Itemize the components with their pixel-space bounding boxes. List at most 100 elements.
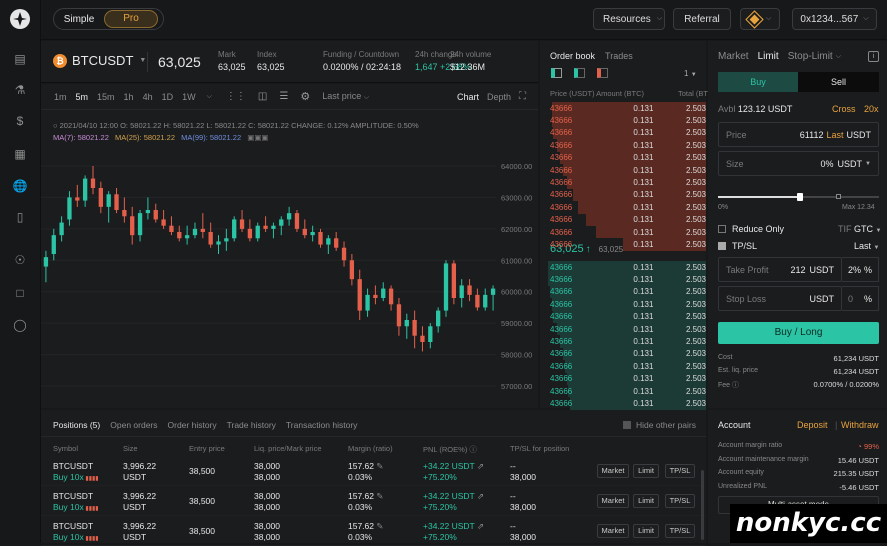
referral-button[interactable]: Referral <box>673 8 731 30</box>
positions-tab[interactable]: Order history <box>167 420 217 430</box>
interval-1h[interactable]: 1h <box>123 91 134 102</box>
orderbook-row[interactable]: 43666 0.131 2.503 <box>540 114 706 127</box>
bank-icon[interactable]: ▦ <box>14 147 26 161</box>
position-limit-button[interactable]: Limit <box>633 524 659 538</box>
globe-2-icon[interactable]: ◯ <box>13 318 27 332</box>
size-field[interactable]: Size 0% USDT ▼ <box>718 151 879 176</box>
hide-other-pairs[interactable]: Hide other pairs <box>623 420 696 430</box>
globe-icon[interactable]: 🌐 <box>12 179 28 193</box>
share-icon[interactable]: ⇗ <box>474 461 485 471</box>
resources-dropdown[interactable]: Resources ⌵ <box>593 8 665 30</box>
position-market-button[interactable]: Market <box>597 494 629 508</box>
gear-icon[interactable]: ⚙ <box>300 91 311 103</box>
candle-type-icon[interactable]: ◫ <box>257 91 268 102</box>
size-slider[interactable] <box>718 192 879 204</box>
book-bids-icon[interactable] <box>574 68 585 78</box>
orderbook-row[interactable]: 43666 0.131 2.503 <box>540 126 706 140</box>
orderbook-row[interactable]: 43666 0.131 2.503 <box>540 372 706 385</box>
positions-tab[interactable]: Open orders <box>110 420 158 430</box>
orderbook-row[interactable]: 43666 0.131 2.503 <box>540 102 706 115</box>
tpsl-checkbox[interactable] <box>718 242 726 250</box>
orderbook-row[interactable]: 43666 0.131 2.503 <box>540 298 706 311</box>
dollar-icon[interactable]: $ <box>16 114 24 128</box>
ma-settings-icon[interactable]: ▣▣▣ <box>247 133 269 142</box>
tab-stop-limit[interactable]: Stop-Limit <box>787 51 833 62</box>
interval-5m[interactable]: 5m <box>75 91 89 102</box>
cross-button[interactable]: Cross <box>832 104 856 114</box>
orderbook-row[interactable]: 43666 0.131 2.503 <box>540 360 706 373</box>
interval-1m[interactable]: 1m <box>54 91 67 102</box>
info-icon[interactable]: i <box>868 51 879 62</box>
book-both-icon[interactable] <box>551 68 562 78</box>
share-icon[interactable]: ⇗ <box>474 521 485 531</box>
position-tpsl-button[interactable]: TP/SL <box>665 524 695 538</box>
orderbook-row[interactable]: 43666 0.131 2.503 <box>540 176 706 189</box>
chevron-down-icon[interactable]: ⌵ <box>206 92 212 100</box>
orderbook-row[interactable]: 43666 0.131 2.503 <box>540 310 706 323</box>
flask-icon[interactable]: ⚗ <box>14 83 26 97</box>
orderbook-row[interactable]: 43666 0.131 2.503 <box>540 188 706 202</box>
stop-loss-pct[interactable]: 0 % <box>842 286 879 311</box>
orderbook-row[interactable]: 43666 0.131 2.503 <box>540 273 706 286</box>
withdraw-link[interactable]: Withdraw <box>841 420 879 430</box>
settings-sliders-icon[interactable]: ☰ <box>279 91 289 102</box>
share-icon[interactable]: ⇗ <box>474 491 485 501</box>
tpsl-trigger-dropdown[interactable]: Last ▼ <box>854 241 879 251</box>
mode-simple-button[interactable]: Simple <box>63 13 95 25</box>
edit-icon[interactable]: ✎ <box>374 461 384 471</box>
buy-long-button[interactable]: Buy / Long <box>718 322 879 344</box>
orderbook-row[interactable]: 43666 0.131 2.503 <box>540 238 706 251</box>
indicator-icon[interactable]: ⋮⋮ <box>225 91 246 102</box>
take-profit-field[interactable]: Take Profit 212 USDT <box>718 257 842 282</box>
position-limit-button[interactable]: Limit <box>633 464 659 478</box>
interval-15m[interactable]: 15m <box>97 91 115 102</box>
edit-icon[interactable]: ✎ <box>374 521 384 531</box>
orderbook-row[interactable]: 43666 0.131 2.503 <box>540 261 706 274</box>
info-icon[interactable]: ⓘ <box>469 445 477 454</box>
stop-loss-field[interactable]: Stop Loss USDT <box>718 286 842 311</box>
position-market-button[interactable]: Market <box>597 524 629 538</box>
network-selector[interactable]: ⌵ <box>740 8 780 30</box>
positions-tab[interactable]: Trade history <box>226 420 276 430</box>
orderbook-row[interactable]: 43666 0.131 2.503 <box>540 151 706 164</box>
aggregation-dropdown[interactable]: 1 ▼ <box>684 69 697 78</box>
orderbook-row[interactable]: 43666 0.131 2.503 <box>540 384 706 398</box>
tab-market[interactable]: Market <box>718 51 749 62</box>
tab-trades[interactable]: Trades <box>605 51 633 61</box>
orderbook-row[interactable]: 43666 0.131 2.503 <box>540 213 706 226</box>
depth-tab[interactable]: Depth <box>487 91 512 102</box>
chevron-down-icon[interactable]: ⌵ <box>835 52 842 60</box>
price-field[interactable]: Price 61112 Last USDT <box>718 122 879 147</box>
orderbook-row[interactable]: 43666 0.131 2.503 <box>540 201 706 214</box>
position-row[interactable]: BTCUSDT Buy 10x ▮▮▮▮ 3,996.22 USDT 38,500 38,… <box>41 456 706 486</box>
chart-tab[interactable]: Chart <box>457 91 480 102</box>
symbol-selector[interactable]: ₿ BTCUSDT ▼ <box>53 53 146 68</box>
orderbook-row[interactable]: 43666 0.131 2.503 <box>540 285 706 299</box>
position-tpsl-button[interactable]: TP/SL <box>665 464 695 478</box>
size-unit-dropdown[interactable]: USDT <box>837 158 863 169</box>
buy-tab[interactable]: Buy <box>718 72 798 92</box>
compass-icon[interactable]: ☉ <box>14 253 26 267</box>
interval-1W[interactable]: 1W <box>182 91 196 102</box>
interval-1D[interactable]: 1D <box>161 91 174 102</box>
positions-scrollbar[interactable] <box>701 470 704 540</box>
fullscreen-icon[interactable]: ⛶ <box>519 91 526 102</box>
logo-icon[interactable] <box>10 9 30 29</box>
deposit-link[interactable]: Deposit <box>797 420 828 430</box>
orderbook-row[interactable]: 43666 0.131 2.503 <box>540 225 706 239</box>
tab-order-book[interactable]: Order book <box>550 51 596 61</box>
orderbook-row[interactable]: 43666 0.131 2.503 <box>540 139 706 152</box>
orderbook-row[interactable]: 43666 0.131 2.503 <box>540 322 706 336</box>
candlestick-chart[interactable]: 64000.00 63000.00 62000.00 61000.00 60000.00… <box>41 144 538 408</box>
positions-tab[interactable]: Transaction history <box>285 420 358 430</box>
stats-icon[interactable]: ▯ <box>16 210 24 224</box>
book-asks-icon[interactable] <box>597 68 608 78</box>
position-limit-button[interactable]: Limit <box>633 494 659 508</box>
document-icon[interactable]: □ <box>16 286 24 300</box>
orderbook-row[interactable]: 43666 0.131 2.503 <box>540 397 706 410</box>
reduce-only-checkbox[interactable] <box>718 225 726 233</box>
position-row[interactable]: BTCUSDT Buy 10x ▮▮▮▮ 3,996.22 USDT 38,500 38,… <box>41 486 706 516</box>
edit-icon[interactable]: ✎ <box>374 491 384 501</box>
slider-handle[interactable] <box>797 193 803 201</box>
position-tpsl-button[interactable]: TP/SL <box>665 494 695 508</box>
